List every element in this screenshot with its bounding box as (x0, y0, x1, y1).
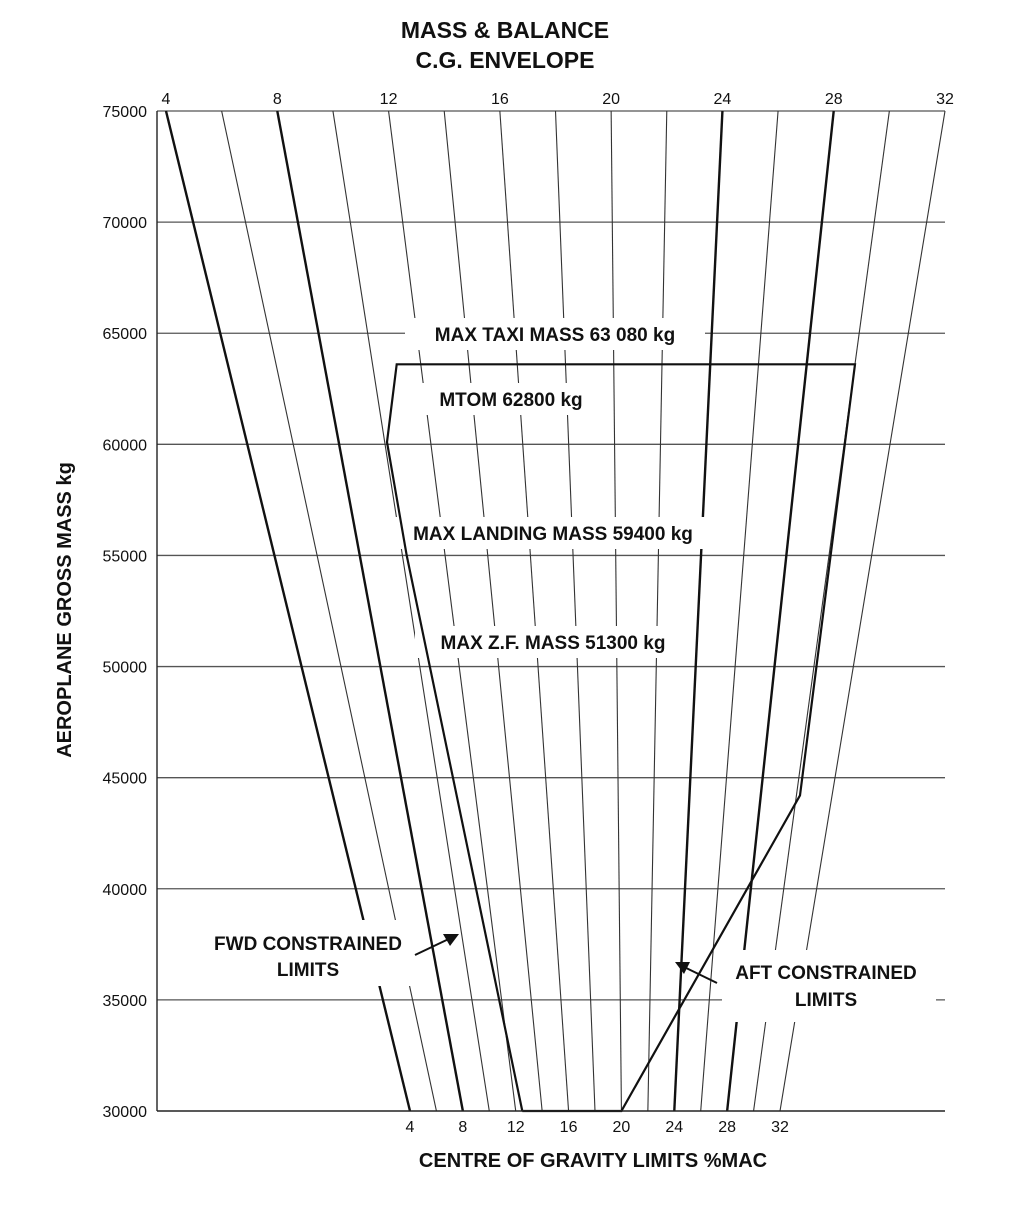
annotation-mtom: MTOM 62800 kg (439, 390, 582, 411)
bottom-tick-24: 24 (665, 1119, 683, 1136)
annotation-max-zf-mass: MAX Z.F. MASS 51300 kg (441, 633, 666, 654)
annotation-max-taxi-mass: MAX TAXI MASS 63 080 kg (435, 325, 675, 346)
top-tick-32: 32 (936, 91, 954, 108)
cg-line-20 (611, 111, 621, 1111)
y-tick-30000: 30000 (103, 1104, 148, 1121)
fwd-limit-arrow (415, 934, 459, 955)
y-axis-title: AEROPLANE GROSS MASS kg (54, 462, 76, 758)
bottom-tick-32: 32 (771, 1119, 789, 1136)
aft-constrained-label-line1: AFT CONSTRAINED (735, 963, 917, 984)
fwd-constrained-label-line1: FWD CONSTRAINED (214, 934, 402, 955)
cg-line-14 (444, 111, 542, 1111)
y-tick-35000: 35000 (103, 993, 148, 1010)
cg-line-24 (674, 111, 722, 1111)
y-tick-65000: 65000 (103, 326, 148, 343)
y-tick-45000: 45000 (103, 771, 148, 788)
top-tick-8: 8 (273, 91, 282, 108)
top-tick-24: 24 (714, 91, 732, 108)
label-backgrounds (195, 318, 936, 1022)
cg-line-22 (648, 111, 667, 1111)
top-tick-28: 28 (825, 91, 843, 108)
top-tick-4: 4 (162, 91, 171, 108)
chart-subtitle: C.G. ENVELOPE (416, 47, 595, 73)
bottom-tick-12: 12 (507, 1119, 525, 1136)
y-tick-50000: 50000 (103, 660, 148, 677)
y-tick-55000: 55000 (103, 548, 148, 565)
cg-line-16 (500, 111, 569, 1111)
y-tick-60000: 60000 (103, 437, 148, 454)
bottom-tick-16: 16 (560, 1119, 578, 1136)
cg-line-18 (556, 111, 596, 1111)
top-tick-16: 16 (491, 91, 509, 108)
fwd-constrained-label-line2: LIMITS (277, 960, 339, 981)
aft-constrained-label-line2: LIMITS (795, 990, 857, 1011)
y-tick-75000: 75000 (103, 104, 148, 121)
bottom-tick-4: 4 (406, 1119, 415, 1136)
bottom-tick-20: 20 (613, 1119, 631, 1136)
bottom-tick-28: 28 (718, 1119, 736, 1136)
top-tick-12: 12 (380, 91, 398, 108)
y-tick-40000: 40000 (103, 882, 148, 899)
chart-title: MASS & BALANCE (401, 17, 609, 43)
label-bg-aft (722, 950, 936, 1022)
bottom-tick-8: 8 (458, 1119, 467, 1136)
x-axis-title: CENTRE OF GRAVITY LIMITS %MAC (419, 1150, 767, 1172)
annotation-max-landing-mass: MAX LANDING MASS 59400 kg (413, 524, 693, 545)
top-tick-20: 20 (602, 91, 620, 108)
y-tick-70000: 70000 (103, 215, 148, 232)
